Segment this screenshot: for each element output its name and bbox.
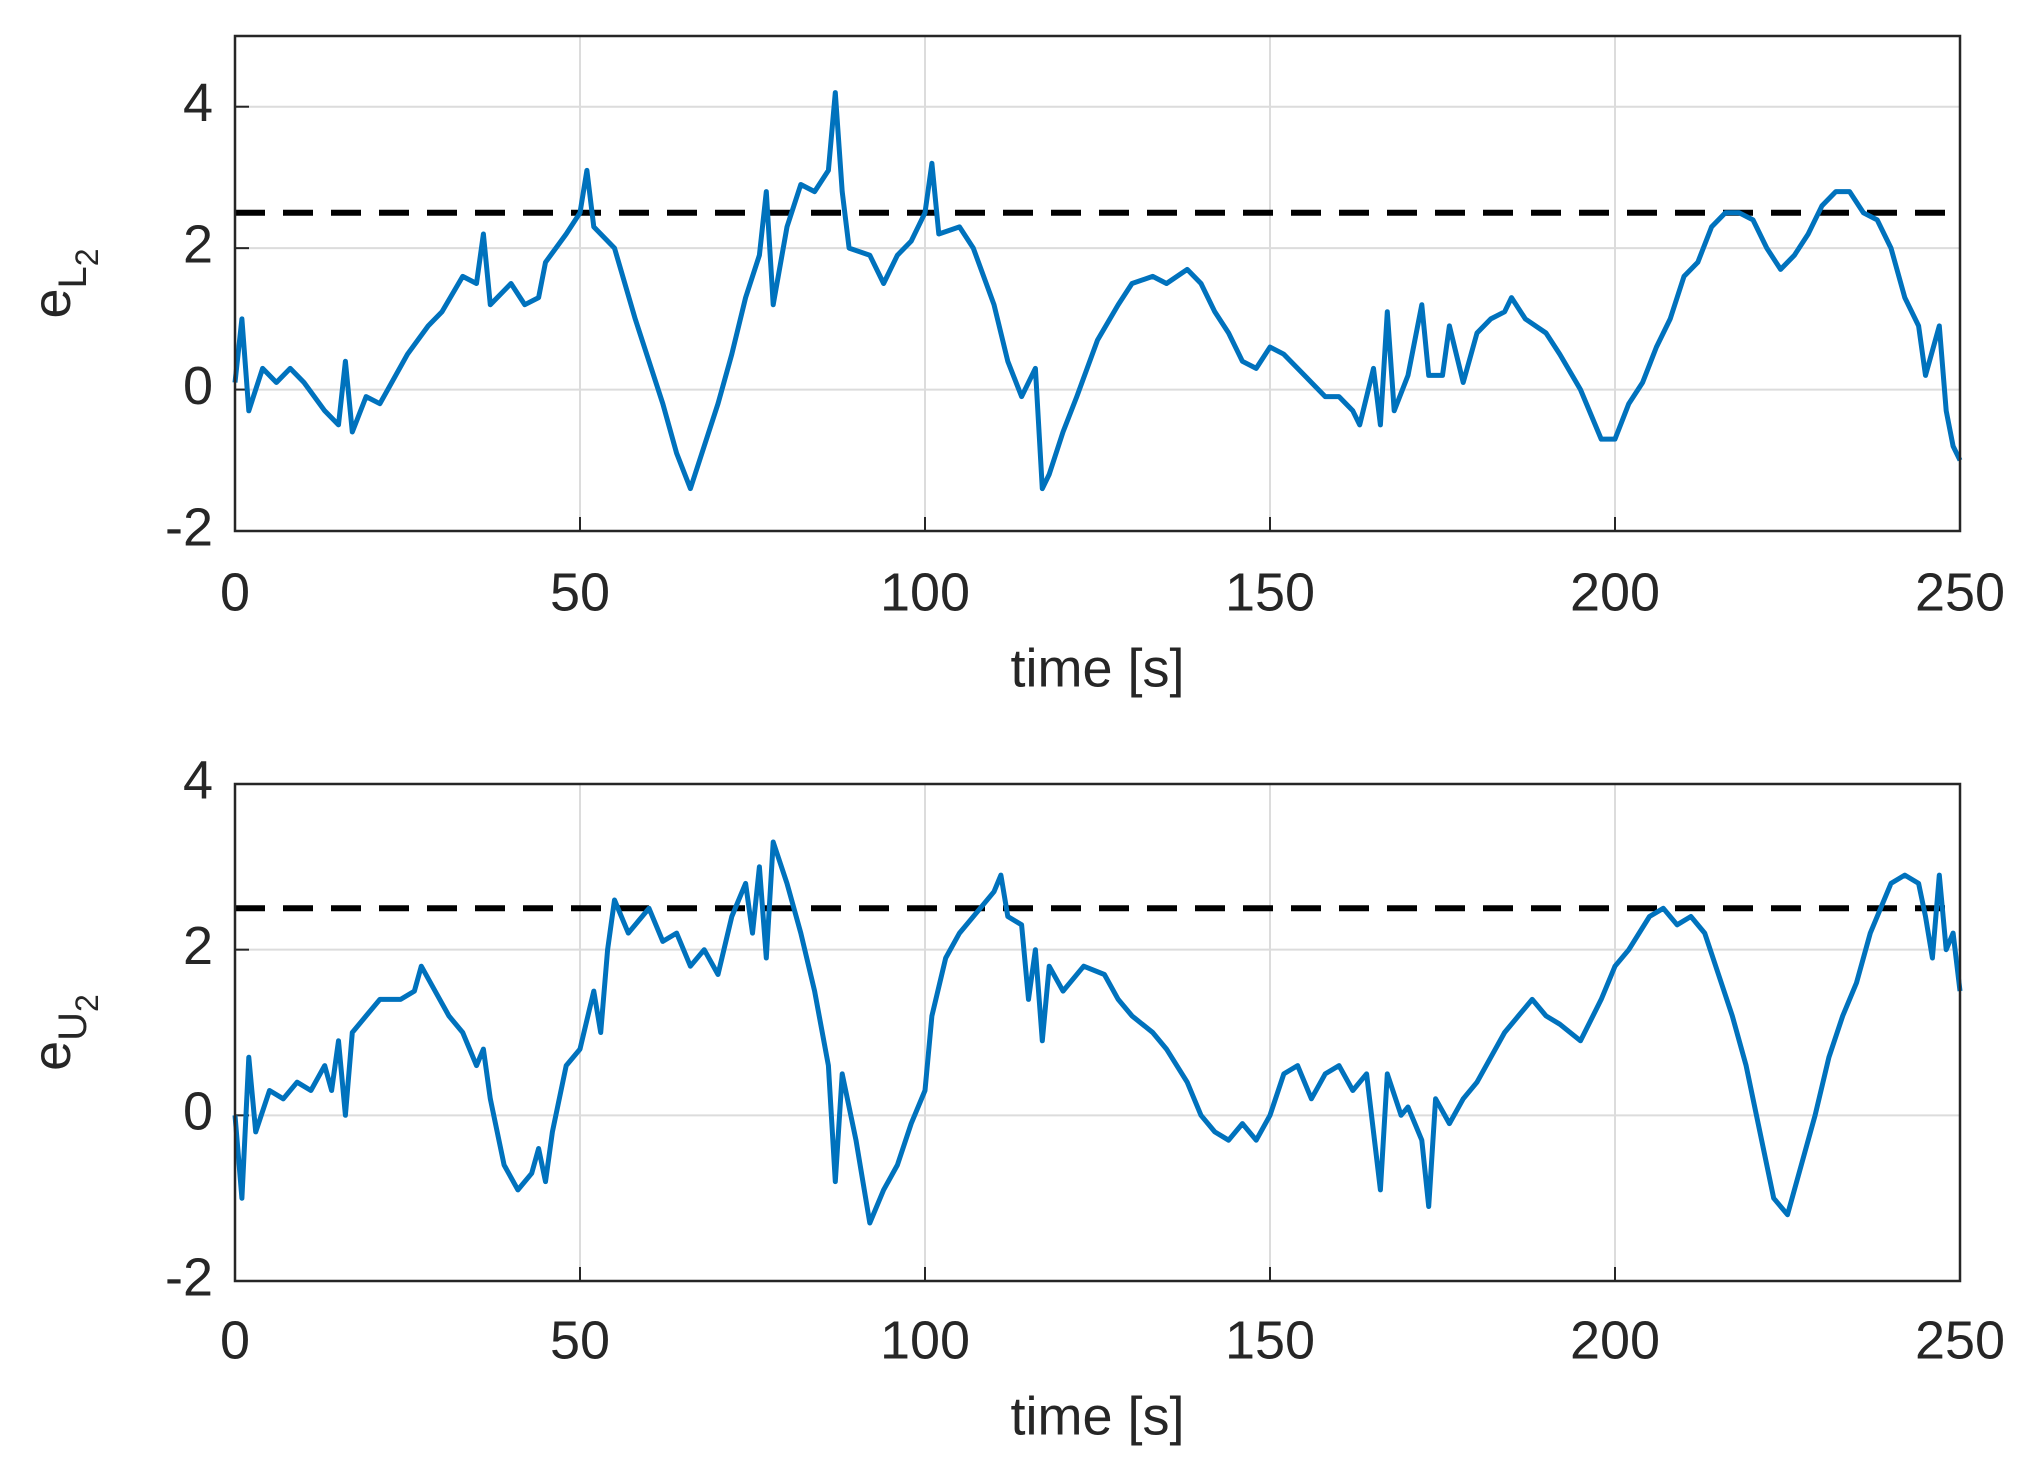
y-tick-label: -2 xyxy=(165,1247,213,1307)
x-tick-label: 100 xyxy=(880,562,970,622)
y-tick-label: 4 xyxy=(183,750,213,810)
y-label-base: e xyxy=(22,289,82,319)
data-line xyxy=(232,90,1963,492)
x-tick-label: 150 xyxy=(1225,1310,1315,1370)
x-tick-label: 200 xyxy=(1570,1310,1660,1370)
axes-frame xyxy=(233,782,1962,1283)
x-tick-label: 250 xyxy=(1915,562,2005,622)
x-tick-label: 50 xyxy=(550,1310,610,1370)
y-tick-label: -2 xyxy=(165,497,213,557)
x-tick-label: 50 xyxy=(550,562,610,622)
x-axis-label: time [s] xyxy=(1010,638,1184,698)
y-label-subsub: 2 xyxy=(69,994,105,1012)
y-tick-label: 4 xyxy=(183,73,213,133)
y-label-subsub: 2 xyxy=(69,248,105,266)
x-tick-label: 250 xyxy=(1915,1310,2005,1370)
x-tick-label: 0 xyxy=(220,562,250,622)
y-tick-label: 2 xyxy=(183,916,213,976)
y-axis-label: eL2 xyxy=(22,248,105,318)
y-axis-label: eU2 xyxy=(22,994,105,1071)
x-tick-label: 0 xyxy=(220,1310,250,1370)
y-label-sub: L xyxy=(51,266,95,288)
y-label-sub: U xyxy=(51,1012,95,1041)
x-tick-label: 200 xyxy=(1570,562,1660,622)
axes-frame xyxy=(233,34,1962,533)
y-tick-label: 0 xyxy=(183,356,213,416)
x-tick-label: 150 xyxy=(1225,562,1315,622)
x-tick-label: 100 xyxy=(880,1310,970,1370)
y-tick-label: 2 xyxy=(183,214,213,274)
data-line xyxy=(232,839,1963,1226)
x-axis-label: time [s] xyxy=(1010,1386,1184,1446)
y-tick-label: 0 xyxy=(183,1082,213,1142)
y-label-base: e xyxy=(22,1041,82,1071)
